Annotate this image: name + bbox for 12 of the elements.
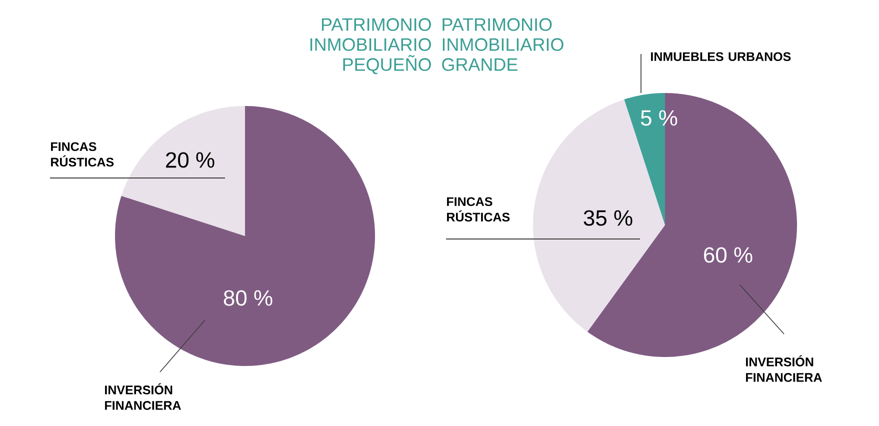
data-label: 35 %	[584, 210, 632, 226]
slice-label: FINCAS RÚSTICAS	[51, 142, 114, 167]
data-label: 60 %	[704, 247, 752, 263]
chart-title: PATRIMONIO INMOBILIARIO PEQUEÑO	[310, 18, 431, 74]
data-label: 80 %	[224, 290, 272, 306]
data-label: 20 %	[166, 152, 214, 168]
chart-title: PATRIMONIO INMOBILIARIO GRANDE	[442, 18, 564, 71]
slice-label: FINCAS RÚSTICAS	[447, 197, 510, 222]
data-label: 5 %	[640, 110, 678, 126]
slice-label: INMUEBLES URBANOS	[651, 52, 791, 62]
slice-label: INVERSIÓN FINANCIERA	[105, 383, 181, 410]
slice-label: INVERSIÓN FINANCIERA	[746, 355, 822, 382]
